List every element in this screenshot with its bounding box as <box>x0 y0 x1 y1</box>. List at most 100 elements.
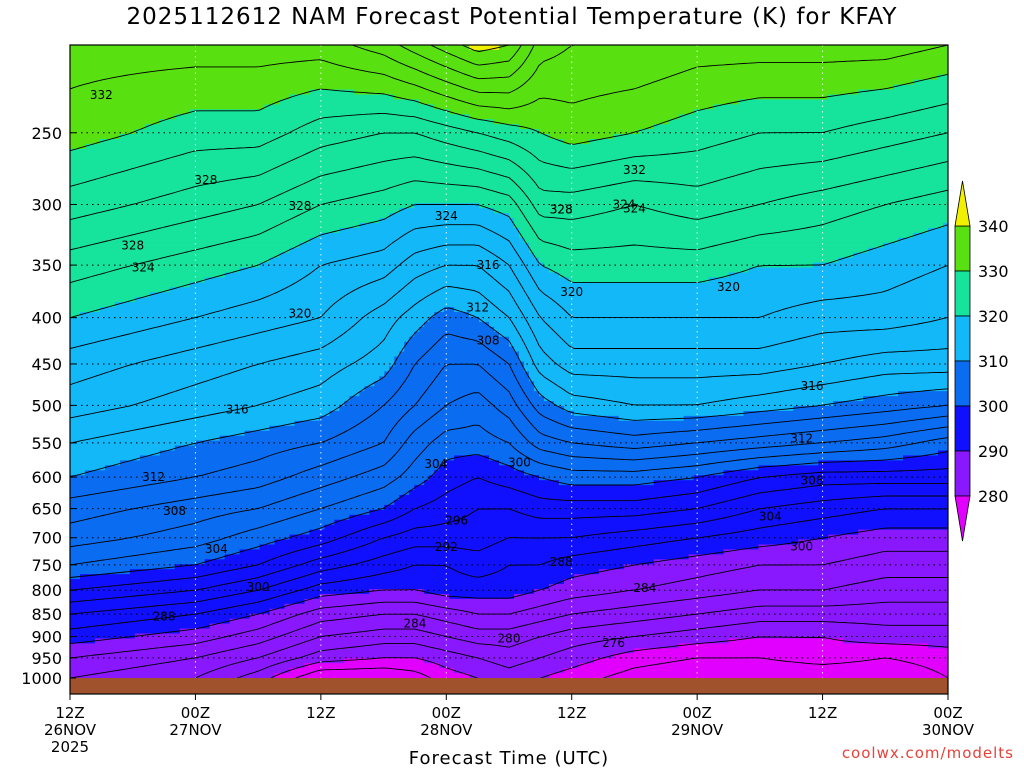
field-cell <box>70 559 206 565</box>
x-axis-title: Forecast Time (UTC) <box>409 748 609 768</box>
field-cell <box>70 129 136 135</box>
contour-line-308 <box>70 333 948 499</box>
field-cell <box>70 569 131 575</box>
field-cell <box>858 529 948 536</box>
field-cell <box>858 89 948 96</box>
x-tick-label: 28NOV <box>420 721 473 739</box>
field-cell <box>70 495 400 501</box>
field-cell <box>818 460 948 466</box>
field-cell <box>494 326 948 333</box>
field-cell <box>70 420 296 427</box>
x-tick-label: 12Z <box>306 704 335 722</box>
field-cell <box>853 252 948 259</box>
field-cell <box>928 227 948 234</box>
field-cell <box>479 203 948 209</box>
field-cell <box>70 485 415 491</box>
field-cell <box>224 554 690 560</box>
field-cell <box>354 89 859 96</box>
field-cell <box>653 124 948 130</box>
colorbar-label: 340 <box>978 217 1009 236</box>
field-cell <box>224 272 560 279</box>
contour-label: 332 <box>90 88 113 102</box>
field-cell <box>518 351 948 358</box>
field-cell <box>189 282 948 288</box>
field-cell <box>743 410 948 417</box>
field-cell <box>384 504 948 511</box>
field-cell <box>70 168 948 175</box>
field-cell <box>738 99 948 105</box>
field-cell <box>713 104 948 110</box>
field-cell <box>798 539 948 546</box>
field-cell <box>613 134 948 140</box>
contour-line-290 <box>70 527 948 645</box>
field-cell <box>374 381 535 387</box>
field-cell <box>70 391 360 397</box>
field-cell <box>409 490 948 496</box>
contour-line-318 <box>70 224 948 349</box>
field-cell <box>70 648 635 654</box>
field-cell <box>304 598 948 605</box>
x-tick-label: 30NOV <box>922 721 975 739</box>
field-cell <box>174 114 470 120</box>
field-cell <box>309 89 355 96</box>
field-cell <box>653 559 948 565</box>
field-cell <box>424 658 595 664</box>
field-cell <box>70 124 146 130</box>
field-cell <box>289 247 530 254</box>
field-cell <box>723 549 948 555</box>
field-cell <box>533 381 948 387</box>
contour-label: 280 <box>498 632 521 646</box>
field-cell <box>70 178 948 185</box>
field-cell <box>573 410 745 417</box>
field-cell <box>533 252 854 259</box>
contour-label: 300 <box>508 455 531 469</box>
field-cell <box>70 588 370 595</box>
field-cell <box>70 321 425 328</box>
field-cell <box>70 524 326 531</box>
field-cell <box>304 663 440 669</box>
field-cell <box>70 445 176 452</box>
field-cell <box>274 539 799 546</box>
field-cell <box>429 316 480 323</box>
field-cell <box>70 218 380 224</box>
field-cell <box>513 223 944 229</box>
field-cell <box>748 267 948 274</box>
field-cell <box>389 366 525 372</box>
colorbar-segment <box>954 225 971 272</box>
field-cell <box>70 59 948 66</box>
field-cell <box>259 262 545 269</box>
contour-label: 304 <box>424 457 447 471</box>
field-cell <box>70 143 86 150</box>
contour-label: 308 <box>801 473 824 487</box>
field-cell <box>938 74 948 81</box>
field-cell <box>70 148 948 155</box>
field-cell <box>633 648 948 654</box>
field-cell <box>548 673 948 678</box>
contour-line-324 <box>70 156 948 251</box>
field-cell <box>70 277 206 283</box>
field-cell <box>70 262 261 269</box>
field-cell <box>454 455 490 462</box>
field-cell <box>513 346 948 353</box>
field-cell <box>79 574 575 580</box>
field-cell <box>70 69 948 76</box>
field-cell <box>189 109 450 115</box>
field-cell <box>509 336 948 343</box>
field-cell <box>219 435 948 442</box>
field-cell <box>528 376 948 382</box>
field-cell <box>369 588 425 595</box>
contour-label: 328 <box>121 239 144 253</box>
field-cell <box>613 653 948 659</box>
grid-lines <box>70 45 948 678</box>
field-cell <box>693 109 948 115</box>
field-cell <box>70 450 161 457</box>
contour-line-310 <box>70 307 948 478</box>
y-tick-label: 300 <box>31 195 62 214</box>
field-cell <box>479 316 948 323</box>
field-cell <box>349 396 545 402</box>
field-cell <box>414 203 480 209</box>
contour-line-320 <box>70 204 948 319</box>
field-cell <box>119 134 550 140</box>
contour-line-298 <box>70 468 948 591</box>
field-cell <box>538 257 839 264</box>
